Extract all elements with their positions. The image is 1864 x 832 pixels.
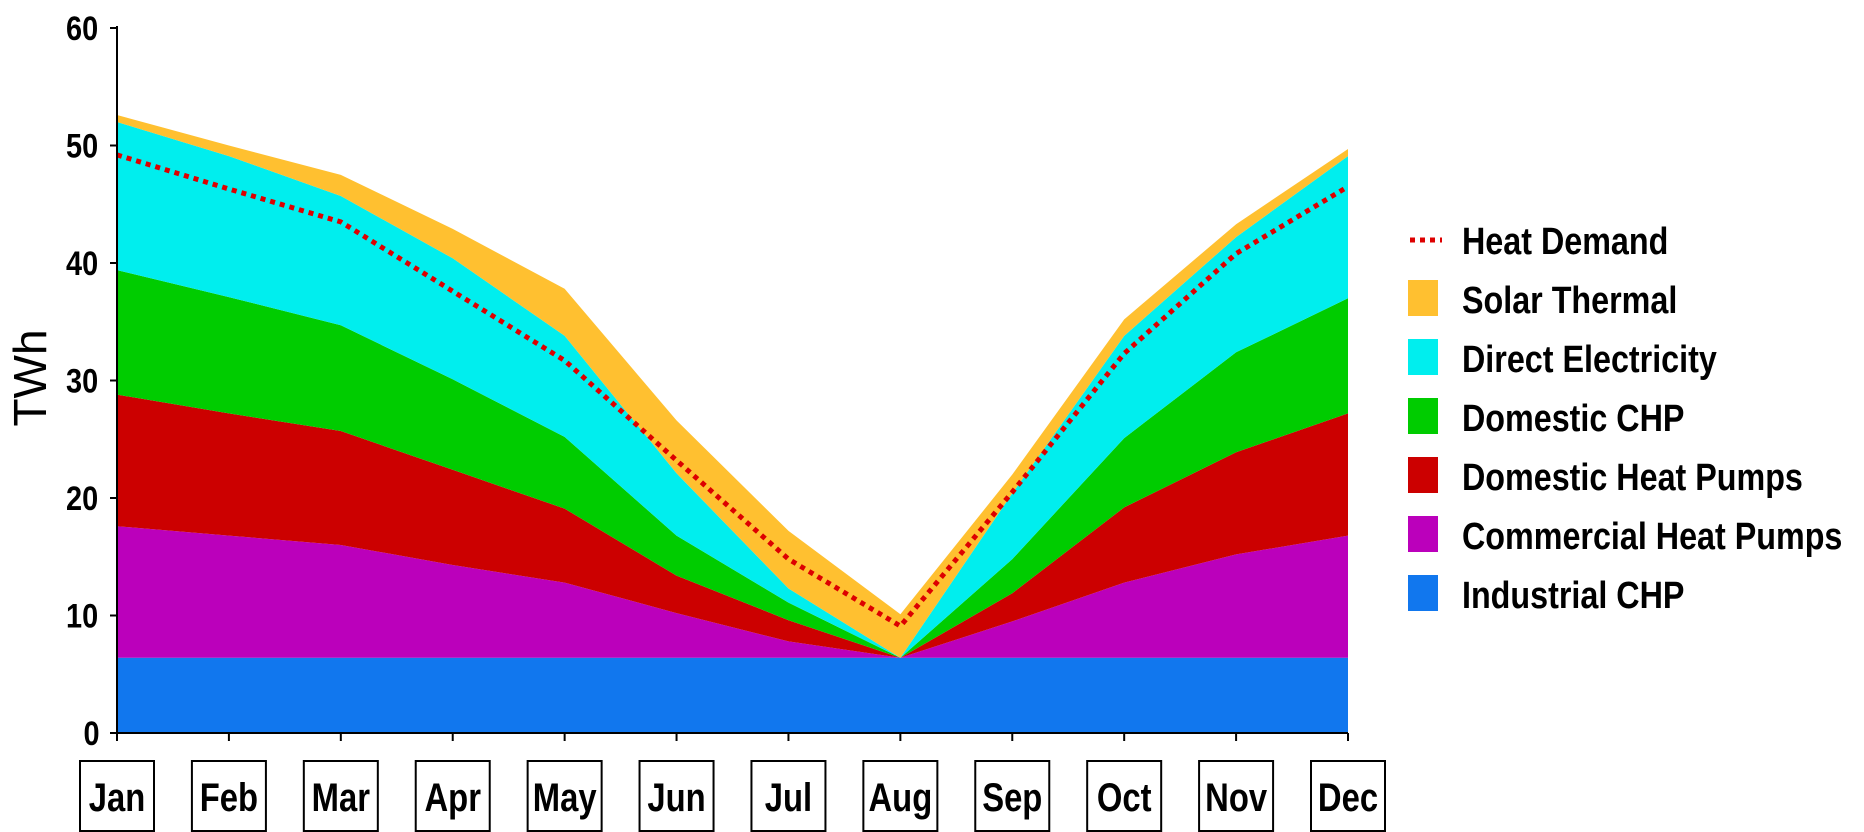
x-tick-label: Mar xyxy=(312,775,370,820)
legend-swatch-solar-thermal xyxy=(1408,280,1438,316)
x-tick-label: Jun xyxy=(647,775,705,820)
x-tick-box xyxy=(526,760,603,832)
legend: Heat Demand Solar Thermal Direct Electrici… xyxy=(1408,221,1842,617)
y-tick-label: 60 xyxy=(66,9,98,48)
area-domestic-chp xyxy=(117,270,1348,658)
legend-swatch-industrial-chp xyxy=(1408,575,1438,611)
x-tick-box xyxy=(302,760,379,832)
x-tick-box xyxy=(79,760,155,832)
legend-label: Solar Thermal xyxy=(1462,280,1677,322)
legend-swatch-domestic-chp xyxy=(1408,398,1438,434)
x-tick-label: Apr xyxy=(424,775,480,820)
x-tick-box xyxy=(1198,760,1275,832)
legend-label: Heat Demand xyxy=(1462,221,1668,263)
y-tick-label: 10 xyxy=(66,596,98,635)
y-axis-label: TWh xyxy=(4,329,56,426)
area-industrial-chp xyxy=(117,657,1348,733)
legend-swatch-commercial-heat-pumps xyxy=(1408,516,1438,552)
x-tick-label: Feb xyxy=(200,775,258,820)
x-tick-label: Nov xyxy=(1205,775,1268,820)
x-tick-box xyxy=(1086,760,1163,832)
y-tick-label: 0 xyxy=(84,714,100,753)
legend-label: Direct Electricity xyxy=(1462,339,1717,381)
x-tick-box xyxy=(862,760,939,832)
x-tick-label: Jan xyxy=(89,775,146,820)
x-tick-box xyxy=(1310,760,1386,832)
y-tick-label: 50 xyxy=(66,126,98,165)
x-tick-box xyxy=(974,760,1051,832)
y-tick-label: 20 xyxy=(66,479,98,518)
legend-swatch-domestic-heat-pumps xyxy=(1408,457,1438,493)
legend-label: Domestic CHP xyxy=(1462,398,1684,440)
area-direct-electricity xyxy=(117,122,1348,658)
y-tick-label: 30 xyxy=(66,361,98,400)
legend-swatch-direct-electricity xyxy=(1408,339,1438,375)
x-tick-label: May xyxy=(533,775,597,820)
x-tick-label: Dec xyxy=(1318,775,1378,820)
heat-demand-line xyxy=(116,152,1350,630)
area-domestic-heat-pumps xyxy=(117,394,1348,658)
legend-label: Commercial Heat Pumps xyxy=(1462,516,1842,558)
axes xyxy=(110,26,1349,741)
x-tick-label: Aug xyxy=(868,775,932,820)
x-tick-box xyxy=(750,760,827,832)
y-tick-labels: 0 10 20 30 40 50 60 xyxy=(66,9,100,753)
x-tick-box xyxy=(638,760,715,832)
x-tick-labels: Jan Feb Mar Apr May Jun Jul Aug Sep Oct Nov Dec xyxy=(79,760,1386,832)
area-commercial-heat-pumps xyxy=(117,526,1348,658)
x-tick-label: Oct xyxy=(1097,775,1152,820)
legend-label: Industrial CHP xyxy=(1462,575,1684,617)
x-tick-box xyxy=(414,760,491,832)
stacked-areas xyxy=(117,115,1348,733)
heat-demand-line-layer xyxy=(116,152,1350,630)
y-tick-label: 40 xyxy=(66,244,98,283)
x-tick-label: Jul xyxy=(765,775,812,820)
x-tick-label: Sep xyxy=(982,775,1042,820)
legend-label: Domestic Heat Pumps xyxy=(1462,457,1803,499)
x-tick-box xyxy=(190,760,267,832)
